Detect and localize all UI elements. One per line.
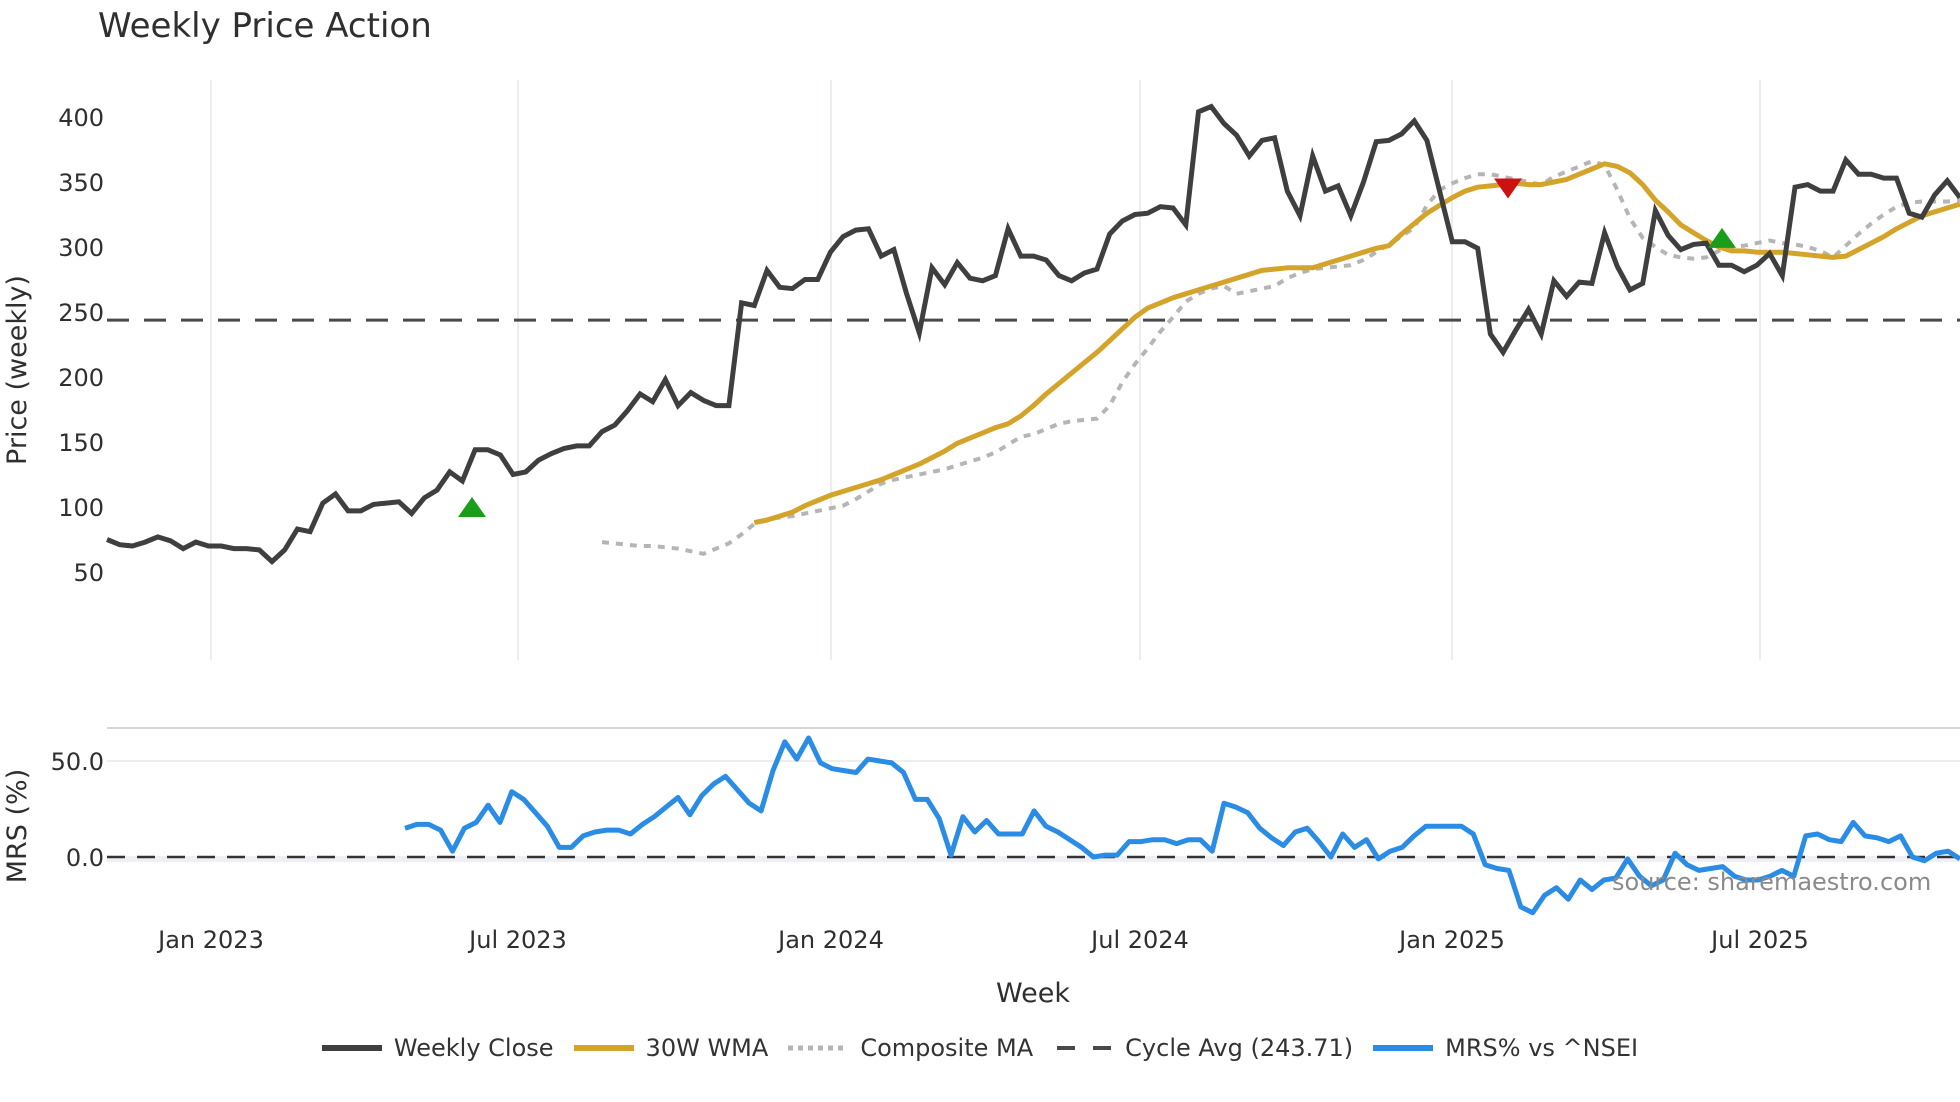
sell-signal-icon: [1494, 178, 1522, 199]
y-tick-label: 400: [58, 104, 104, 132]
x-tick-label: Jan 2023: [156, 926, 264, 954]
legend-swatch-dotted-icon: [788, 1045, 849, 1051]
legend-item-cycle-avg[interactable]: Cycle Avg (243.71): [1053, 1034, 1353, 1062]
y-tick-label: 50: [73, 559, 104, 587]
legend-label: Weekly Close: [393, 1034, 554, 1062]
y-tick-label: 50.0: [51, 748, 104, 776]
y-tick-label: 250: [58, 299, 104, 327]
mrs-y-label: MRS (%): [2, 769, 33, 884]
source-watermark: source: sharemaestro.com: [1612, 868, 1931, 896]
legend-swatch-solid-icon: [1373, 1045, 1434, 1051]
legend-label: 30W WMA: [645, 1034, 769, 1062]
x-tick-label: Jul 2025: [1709, 926, 1809, 954]
buy-signal-icon: [1708, 227, 1736, 248]
buy-signal-icon: [458, 497, 486, 517]
x-axis-label: Week: [996, 978, 1070, 1009]
y-tick-label: 100: [58, 494, 104, 522]
legend-item-wma[interactable]: 30W WMA: [573, 1034, 769, 1062]
x-tick-label: Jul 2024: [1089, 926, 1189, 954]
legend-item-weekly-close[interactable]: Weekly Close: [321, 1034, 554, 1062]
legend-swatch-solid-icon: [573, 1045, 634, 1051]
y-tick-label: 150: [58, 429, 104, 457]
x-tick-label: Jan 2024: [776, 926, 884, 954]
mrs-y-ticks: 50.0 0.0: [51, 748, 104, 872]
x-axis-ticks: Jan 2023 Jul 2023 Jan 2024 Jul 2024 Jan 2025…: [156, 926, 1809, 954]
legend-label: Cycle Avg (243.71): [1125, 1034, 1354, 1062]
wma-30w-line: [753, 161, 1960, 526]
legend-label: Composite MA: [860, 1034, 1034, 1062]
y-tick-label: 300: [58, 234, 104, 262]
x-tick-label: Jul 2023: [467, 926, 567, 954]
legend-item-composite-ma[interactable]: Composite MA: [788, 1034, 1033, 1062]
chart-title: Weekly Price Action: [98, 6, 432, 46]
legend-swatch-solid-icon: [321, 1045, 382, 1051]
y-tick-label: 200: [58, 364, 104, 392]
chart-canvas: 400 350 300 250 200 150 100 50 Price (weekly) 5…: [2, 80, 1960, 1009]
signal-markers: [458, 178, 1736, 517]
x-tick-label: Jan 2025: [1397, 926, 1505, 954]
composite-ma-line: [601, 159, 1960, 556]
weekly-close-line: [106, 103, 1960, 565]
price-y-label: Price (weekly): [2, 275, 33, 465]
price-y-ticks: 400 350 300 250 200 150 100 50: [58, 104, 104, 587]
y-tick-label: 350: [58, 169, 104, 197]
y-tick-label: 0.0: [66, 844, 104, 872]
legend-item-mrs[interactable]: MRS% vs ^NSEI: [1373, 1034, 1638, 1062]
legend-label: MRS% vs ^NSEI: [1445, 1034, 1639, 1062]
legend-swatch-dashed-icon: [1057, 1046, 1114, 1050]
legend: Weekly Close 30W WMA Composite MA Cycle …: [0, 1034, 1960, 1062]
mrs-line: [404, 735, 1960, 916]
x-gridlines: [210, 80, 1761, 660]
